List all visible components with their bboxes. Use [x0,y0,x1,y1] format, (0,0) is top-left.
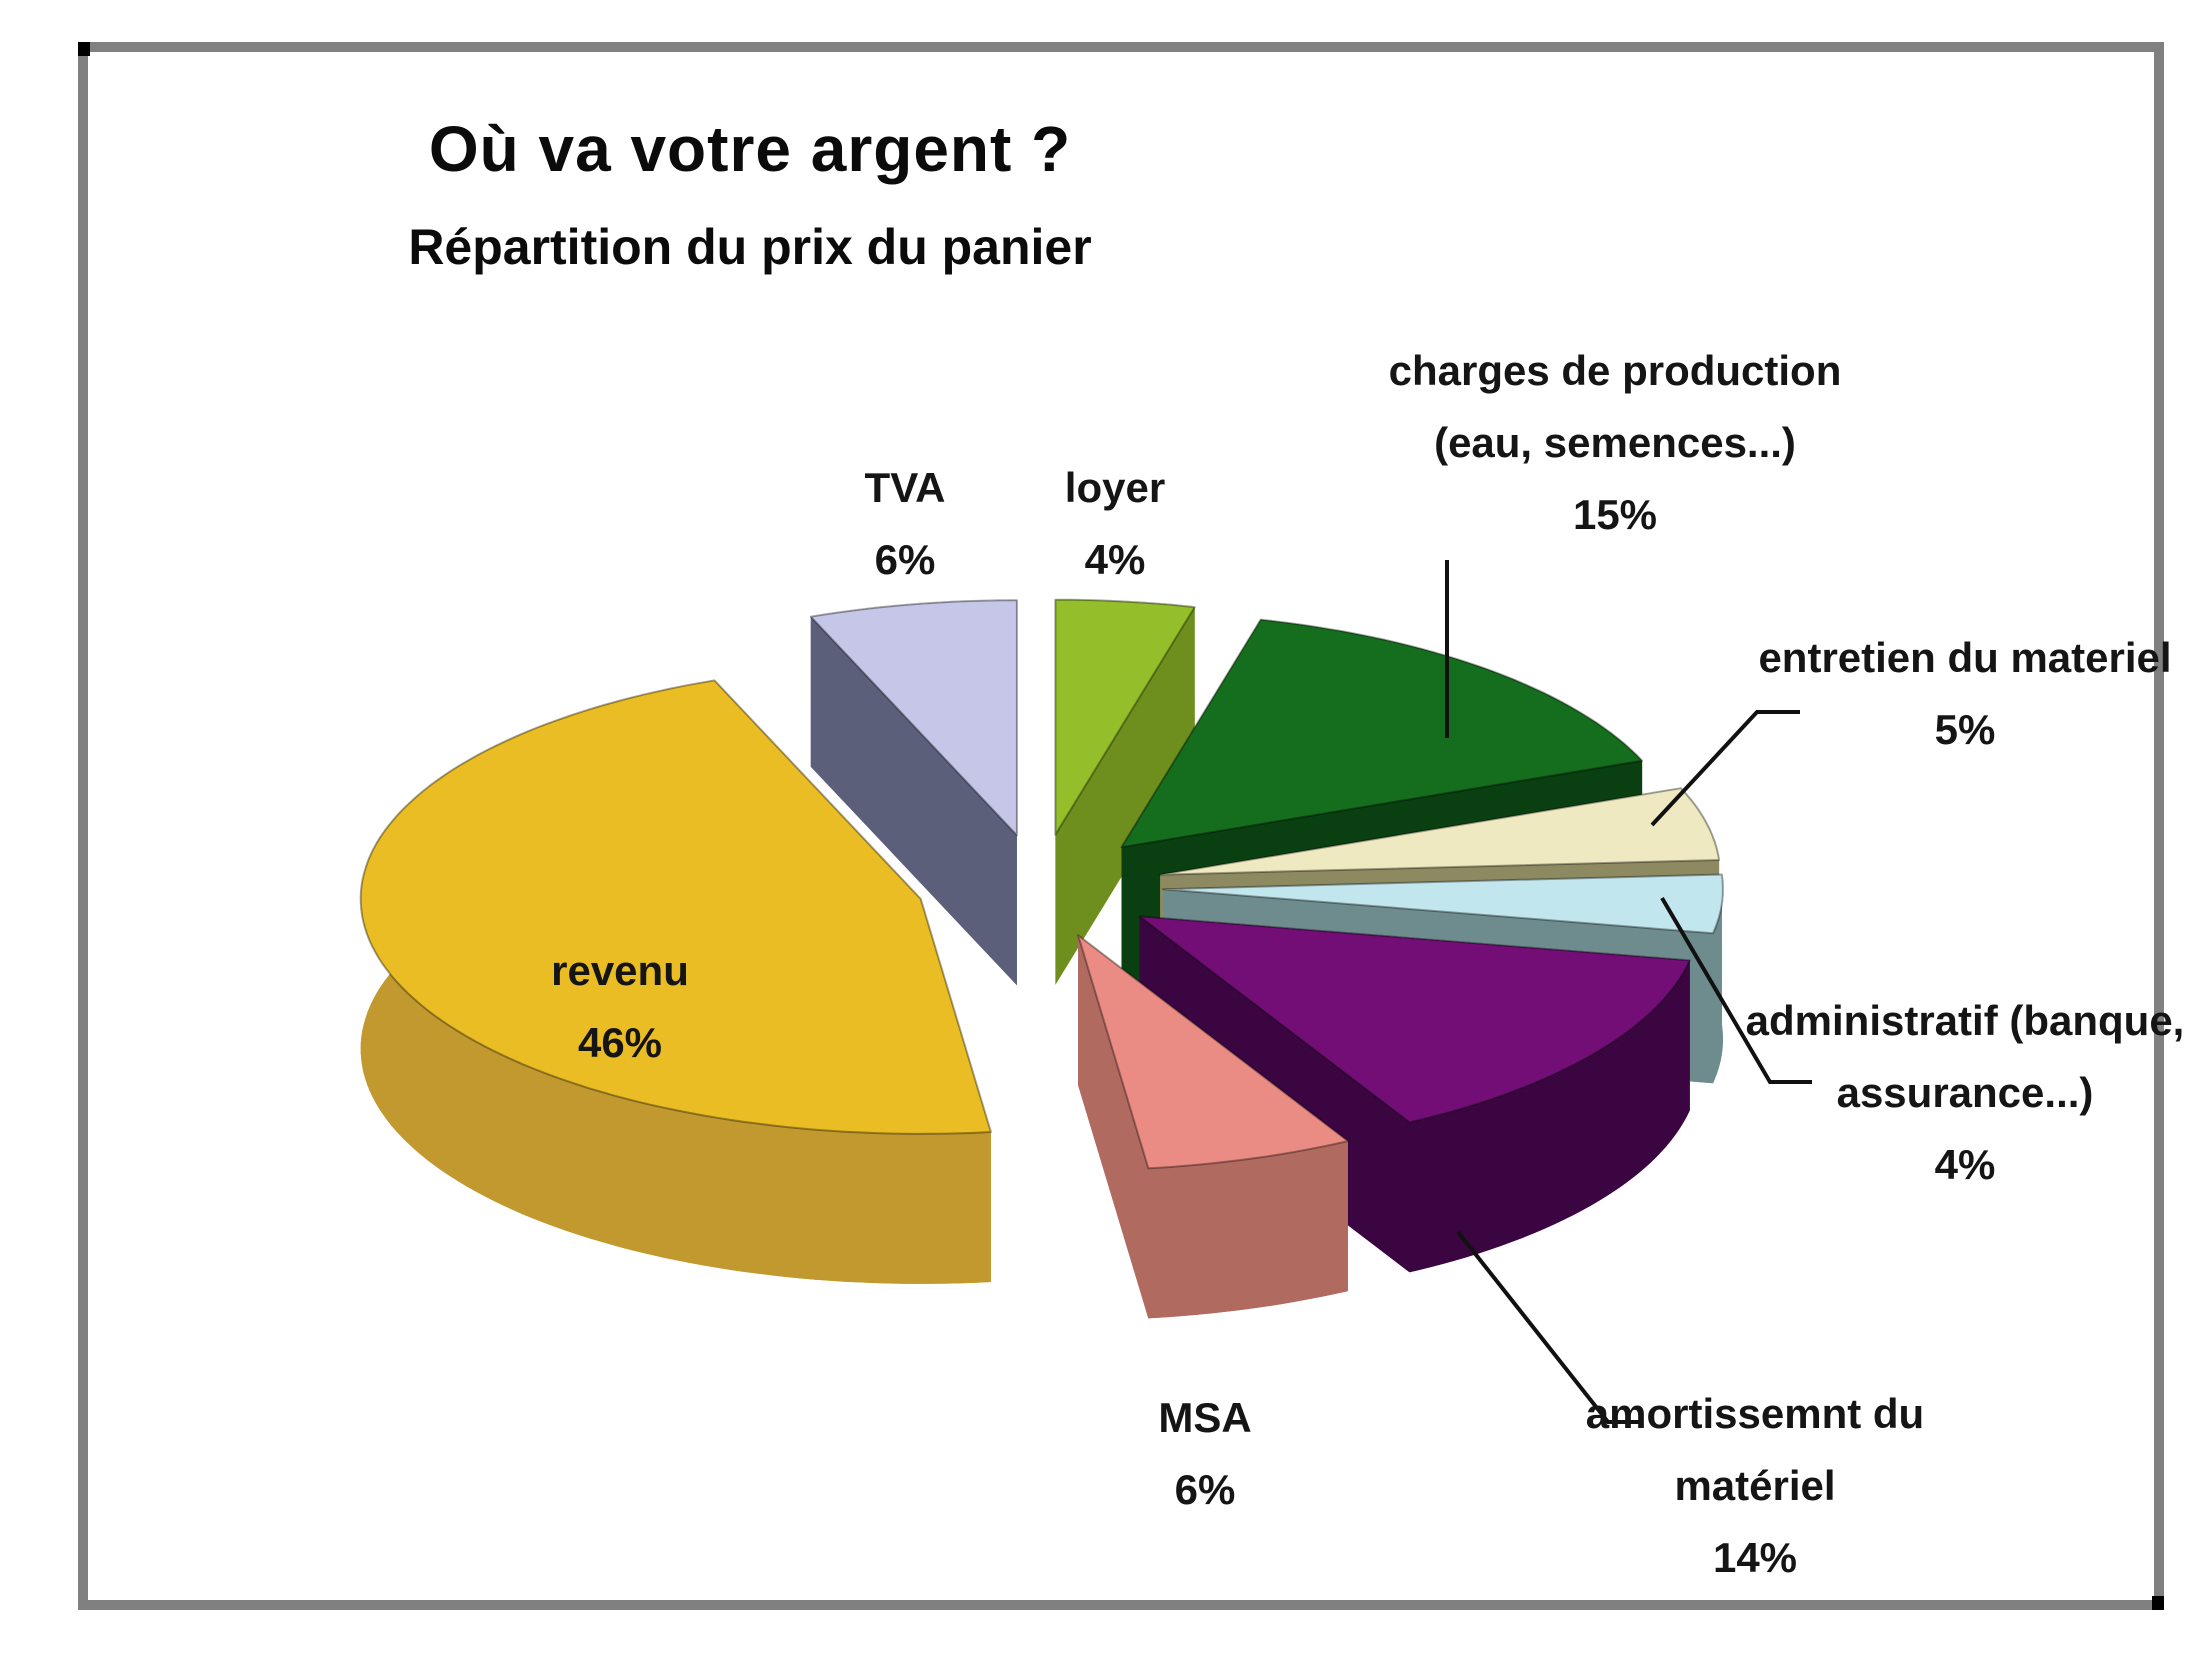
leader-line-2 [1660,896,1812,1084]
slice-label-text: amortissemnt du [1585,1390,1925,1437]
pie-slice-loyer-top [1054,598,1196,836]
chart-subtitle: Répartition du prix du panier [408,219,1092,275]
slice-label-text: administratif (banque, [1745,997,2185,1044]
slice-label-text: MSA [1158,1394,1252,1441]
pie-slice-revenu-top [359,679,992,1135]
slice-label-text: loyer [1064,464,1166,511]
slice-label-administratif: administratif (banque, assurance...) 4% [1735,985,2195,1201]
slice-label-text: matériel [1674,1462,1836,1509]
slice-label-pct: 4% [1934,1141,1996,1188]
slice-label-pct: 15% [1572,491,1658,538]
chart-title: Où va votre argent ? [428,113,1072,185]
slice-label-msa: MSA 6% [1100,1382,1310,1526]
pie-slice-tva-wall [810,616,1017,986]
slice-label-entretien: entretien du materiel 5% [1745,622,2185,766]
slice-label-charges: charges de production (eau, semences...)… [1380,335,1850,551]
leader-line-3 [1456,1230,1640,1424]
pie-slice-tva-top [809,599,1018,837]
pie-slice-msa-wall [1078,935,1149,1319]
pie-slice-administratif-top [1162,873,1724,935]
slice-label-pct: 4% [1084,536,1146,583]
slice-label-text: (eau, semences...) [1434,419,1796,466]
slice-label-text: TVA [864,464,946,511]
slice-label-loyer: loyer 4% [1010,452,1220,596]
slice-label-text: assurance...) [1836,1069,2094,1116]
pie-slice-charges-top [1120,618,1644,849]
slice-label-pct: 6% [874,536,936,583]
slice-label-tva: TVA 6% [800,452,1010,596]
slice-label-text: revenu [551,947,689,994]
pie-slice-msa-top [1077,934,1349,1170]
slice-label-text: entretien du materiel [1758,634,2172,681]
slice-label-revenu: revenu 46% [515,935,725,1079]
slice-label-pct: 6% [1174,1466,1236,1513]
pie-slice-entretien-top [1159,787,1721,876]
slice-label-text: charges de production [1388,347,1842,394]
leader-line-1 [1650,710,1800,827]
pie-slice-amortissemnt-top [1138,915,1691,1124]
slice-label-pct: 5% [1934,706,1996,753]
pie-slice-loyer-wall [1055,607,1195,985]
slice-label-pct: 14% [1712,1534,1798,1581]
slice-label-pct: 46% [577,1019,663,1066]
slice-label-amortissement: amortissemnt du matériel 14% [1535,1378,1975,1594]
